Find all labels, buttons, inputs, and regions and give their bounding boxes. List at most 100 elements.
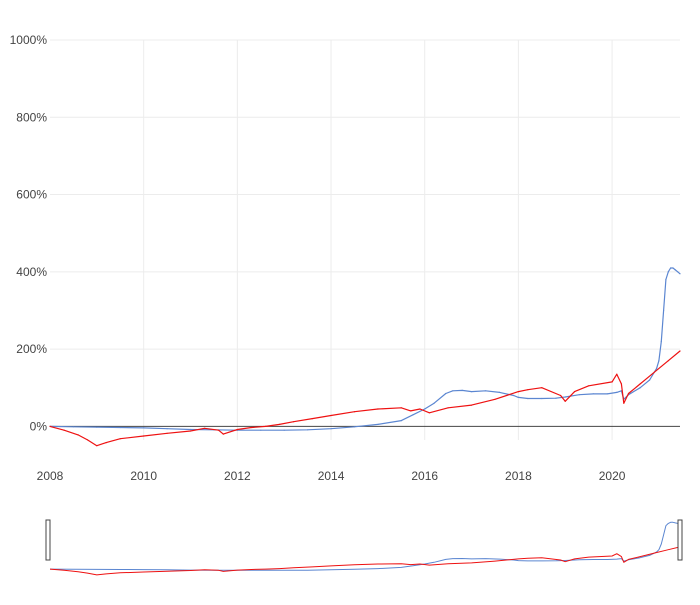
- data-point: [541, 397, 543, 400]
- data-point: [616, 391, 618, 393]
- data-point: [166, 428, 168, 430]
- x-tick-label: 2020: [599, 469, 626, 483]
- data-point: [353, 411, 356, 413]
- data-point: [663, 309, 665, 312]
- data-point: [143, 427, 145, 429]
- data-point: [330, 428, 332, 430]
- navigator[interactable]: [45, 519, 683, 576]
- data-point: [278, 423, 281, 425]
- data-point: [660, 340, 662, 342]
- data-point: [623, 402, 625, 404]
- data-point: [452, 390, 454, 392]
- data-point: [143, 435, 145, 437]
- data-point: [166, 432, 168, 434]
- data-point: [672, 267, 674, 269]
- data-point: [513, 394, 515, 397]
- data-point: [541, 387, 543, 389]
- x-tick-label: 2016: [411, 469, 438, 483]
- data-point: [260, 429, 262, 431]
- data-point: [527, 389, 529, 391]
- data-point: [105, 442, 107, 444]
- data-point: [653, 371, 655, 373]
- data-point: [307, 429, 309, 431]
- y-tick-label: 600%: [16, 188, 47, 202]
- data-point: [410, 410, 412, 412]
- data-point: [86, 439, 89, 441]
- data-point: [96, 445, 98, 447]
- data-point: [667, 360, 669, 362]
- data-point: [250, 426, 252, 429]
- y-tick-label: 1000%: [10, 33, 48, 47]
- axis-layer: 2008 2010 2012 2014 2016 2018 2020 0% 200% 400% 60…: [10, 33, 680, 483]
- data-point: [574, 391, 576, 393]
- y-tick-label: 800%: [16, 110, 47, 124]
- grid-layer: [50, 39, 680, 440]
- series-layer: [49, 267, 681, 447]
- data-point: [283, 429, 285, 431]
- data-point: [564, 396, 566, 398]
- data-point: [63, 429, 65, 431]
- data-point: [606, 393, 609, 395]
- data-point: [611, 381, 613, 383]
- data-point: [674, 269, 676, 271]
- data-point: [236, 428, 238, 431]
- data-point: [658, 360, 660, 362]
- data-point: [445, 392, 447, 395]
- data-point: [433, 402, 435, 404]
- y-tick-label: 0%: [30, 419, 48, 433]
- data-point: [119, 426, 121, 429]
- data-point: [620, 383, 623, 385]
- data-point: [377, 408, 379, 410]
- x-tick-label: 2010: [130, 469, 157, 483]
- data-point: [400, 407, 402, 409]
- data-point: [222, 433, 224, 435]
- data-point: [72, 426, 74, 428]
- data-point: [592, 393, 594, 395]
- data-point: [428, 412, 430, 414]
- data-point: [517, 391, 520, 393]
- y-tick-label: 400%: [16, 265, 47, 279]
- data-point: [564, 400, 566, 402]
- data-point: [494, 398, 496, 400]
- data-point: [517, 396, 520, 398]
- data-point: [471, 404, 473, 406]
- y-tick-label: 200%: [16, 342, 47, 356]
- navigator-series-blue: [49, 521, 681, 571]
- data-point: [461, 389, 463, 391]
- data-point: [677, 271, 679, 273]
- data-point: [679, 273, 681, 275]
- data-point: [665, 278, 667, 281]
- navigator-series-red: [49, 546, 681, 576]
- x-tick-label: 2012: [224, 469, 251, 483]
- data-point: [353, 426, 356, 428]
- data-point: [119, 438, 121, 440]
- data-point: [588, 385, 590, 387]
- navigator-handle-left[interactable]: [45, 519, 51, 561]
- data-point: [189, 430, 192, 432]
- x-tick-label: 2018: [505, 469, 532, 483]
- data-point: [447, 407, 449, 409]
- data-point: [667, 271, 669, 273]
- data-point: [679, 350, 681, 352]
- series-line-red: [49, 350, 681, 447]
- navigator-handle-right[interactable]: [677, 519, 683, 561]
- data-point: [560, 394, 562, 397]
- data-point: [578, 394, 580, 396]
- data-point: [204, 427, 206, 429]
- data-point: [377, 423, 379, 425]
- data-point: [96, 426, 98, 428]
- data-point: [419, 408, 421, 410]
- data-point: [189, 428, 192, 431]
- data-point: [412, 414, 414, 416]
- data-point: [639, 383, 641, 385]
- data-point: [218, 429, 220, 431]
- x-tick-label: 2014: [318, 469, 345, 483]
- data-point: [49, 425, 51, 427]
- data-point: [616, 373, 618, 375]
- data-point: [639, 387, 641, 389]
- data-point: [527, 397, 529, 400]
- data-point: [330, 414, 332, 417]
- data-point: [499, 391, 501, 393]
